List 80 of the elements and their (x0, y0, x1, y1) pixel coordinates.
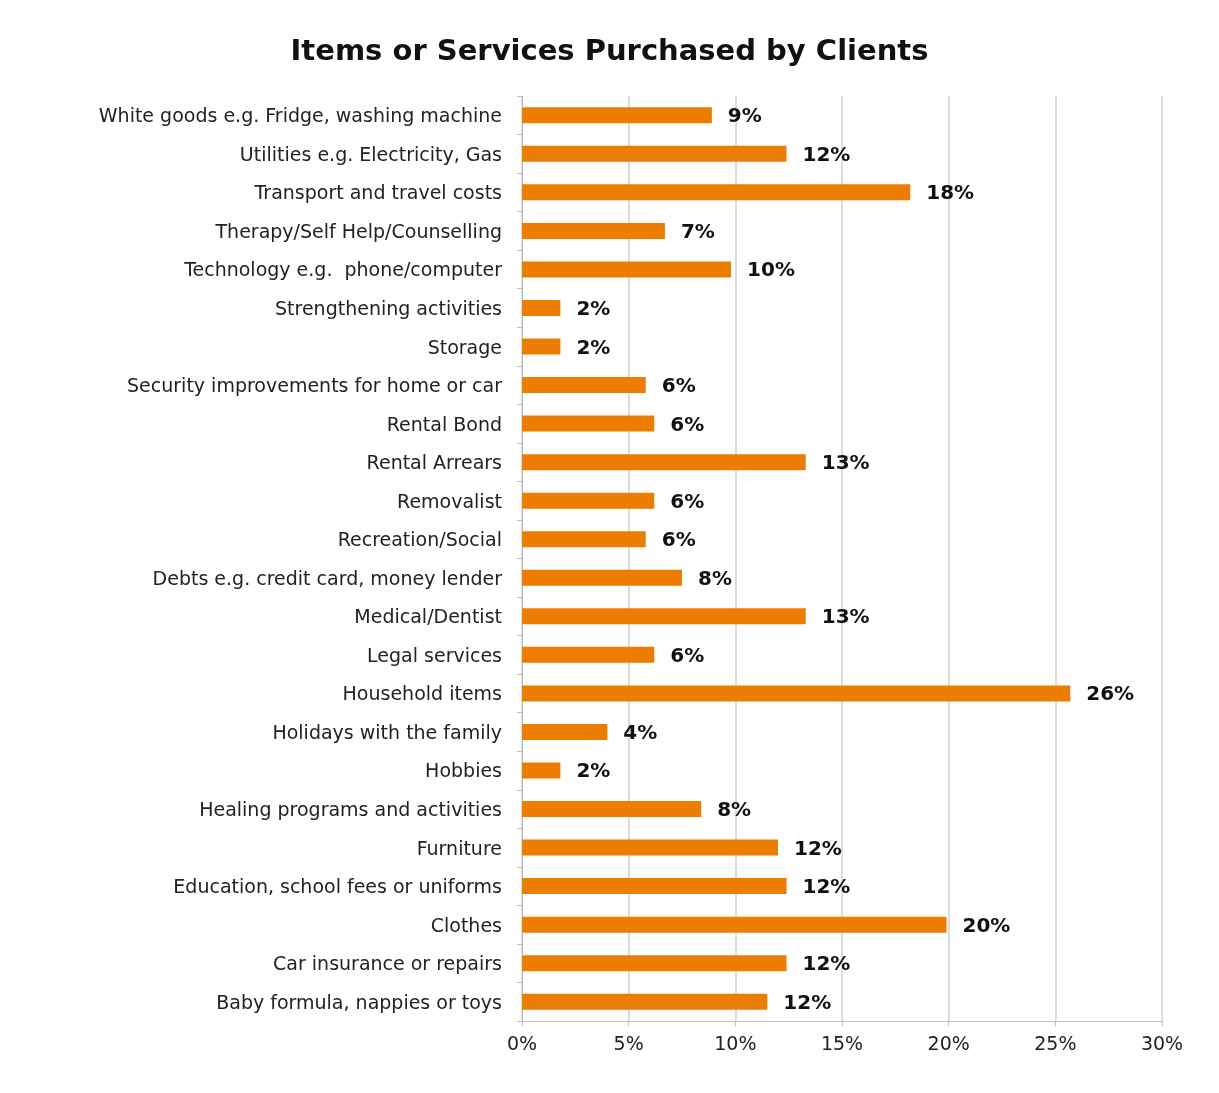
bar (522, 492, 655, 509)
bar (522, 145, 787, 162)
bar (522, 839, 778, 856)
data-label: 26% (1086, 681, 1135, 706)
data-label: 12% (802, 951, 851, 976)
y-tick-label: Household items (342, 682, 502, 705)
data-label: 12% (783, 989, 832, 1014)
y-tick-label: Storage (427, 335, 502, 358)
data-label: 10% (747, 257, 795, 282)
data-label: 2% (576, 758, 611, 783)
x-tick-label: 10% (714, 1031, 757, 1054)
bar (522, 801, 702, 818)
bar (522, 107, 712, 124)
bar (522, 723, 608, 740)
bar (522, 261, 732, 278)
y-tick-label: Recreation/Social (337, 528, 502, 551)
y-tick-label: Furniture (416, 836, 502, 859)
data-label: 18% (926, 180, 975, 205)
y-tick-label: Clothes (430, 913, 502, 936)
y-tick-label: Removalist (397, 489, 502, 512)
data-label: 6% (670, 411, 705, 436)
y-tick-label: Legal services (367, 643, 502, 666)
data-label: 6% (661, 373, 696, 398)
bar (522, 993, 768, 1010)
bar (522, 608, 806, 625)
bar (522, 878, 787, 895)
data-label: 13% (821, 604, 870, 629)
y-tick-label: Strengthening activities (275, 296, 502, 319)
y-tick-label: Debts e.g. credit card, money lender (152, 566, 503, 589)
bar (522, 531, 646, 548)
y-tick-label: Medical/Dentist (354, 605, 502, 628)
chart-title: Items or Services Purchased by Clients (290, 32, 929, 67)
y-tick-label: Therapy/Self Help/Counselling (214, 219, 502, 242)
x-tick-label: 0% (506, 1031, 538, 1054)
bar (522, 299, 561, 316)
data-label: 8% (698, 565, 732, 590)
y-tick-label: Utilities e.g. Electricity, Gas (239, 142, 502, 165)
bar (522, 377, 646, 394)
data-label: 12% (802, 141, 851, 166)
y-tick-label: Baby formula, nappies or toys (216, 990, 502, 1013)
bar (522, 222, 665, 239)
data-label: 2% (576, 295, 611, 320)
x-tick-label: 25% (1034, 1031, 1077, 1054)
bar (522, 646, 655, 663)
bar (522, 685, 1071, 702)
y-tick-label: Security improvements for home or car (127, 374, 503, 397)
x-tick-label: 20% (927, 1031, 970, 1054)
x-tick-label: 5% (613, 1031, 644, 1054)
data-label: 13% (821, 450, 870, 475)
data-label: 6% (670, 642, 705, 667)
y-tick-label: Education, school fees or uniforms (173, 875, 502, 898)
y-tick-label: Transport and travel costs (253, 181, 502, 204)
bar (522, 569, 682, 586)
bar (522, 916, 947, 933)
y-tick-label: Healing programs and activities (199, 798, 502, 821)
data-label: 4% (623, 719, 658, 744)
data-label: 2% (576, 334, 611, 359)
bar (522, 415, 655, 432)
data-label: 6% (661, 527, 696, 552)
bar (522, 454, 806, 471)
data-label: 9% (727, 103, 762, 128)
y-tick-label: Car insurance or repairs (273, 952, 502, 975)
y-tick-label: Holidays with the family (272, 720, 502, 743)
data-label: 12% (794, 835, 842, 860)
x-tick-label: 15% (820, 1031, 864, 1054)
y-tick-label: Technology e.g. phone/computer (183, 258, 503, 281)
data-label: 6% (670, 488, 705, 513)
bar (522, 762, 561, 779)
data-label: 20% (962, 912, 1011, 937)
bar (522, 338, 561, 355)
bar (522, 184, 911, 201)
x-tick-label: 30% (1140, 1031, 1184, 1054)
y-tick-label: Rental Bond (386, 412, 502, 435)
y-tick-label: White goods e.g. Fridge, washing machine (98, 104, 502, 127)
data-label: 8% (717, 797, 752, 822)
data-label: 12% (802, 874, 851, 899)
bar (522, 955, 787, 972)
y-tick-label: Hobbies (425, 759, 502, 782)
data-label: 7% (680, 218, 715, 243)
y-tick-label: Rental Arrears (366, 451, 502, 474)
